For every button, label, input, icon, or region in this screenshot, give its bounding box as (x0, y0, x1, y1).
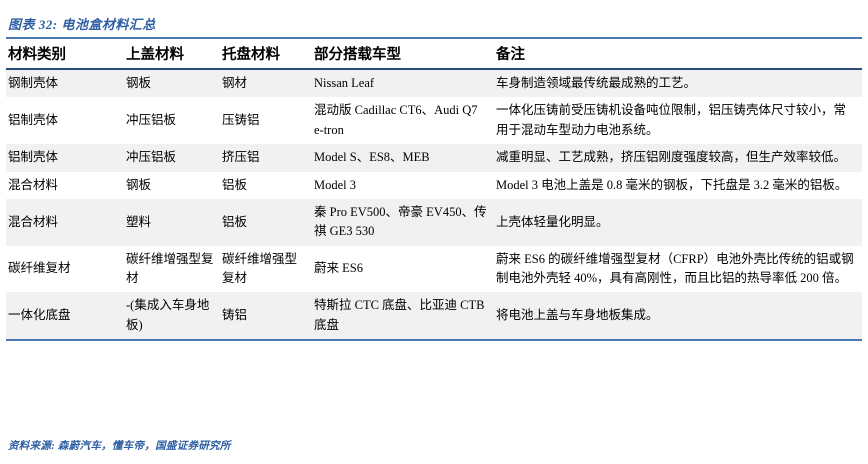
cell-tray: 铝板 (222, 214, 248, 229)
cell-models: Model 3 (314, 177, 357, 192)
exhibit-title-text: 电池盒材料汇总 (61, 17, 156, 32)
cell-tray: 铝板 (222, 177, 248, 192)
cell-category: 铝制壳体 (8, 150, 59, 165)
table-header-row: 材料类别 上盖材料 托盘材料 部分搭载车型 备注 (6, 39, 862, 69)
cell-note: 将电池上盖与车身地板集成。 (496, 308, 659, 323)
cell-models: Nissan Leaf (314, 76, 375, 90)
cell-note: Model 3 电池上盖是 0.8 毫米的钢板，下托盘是 3.2 毫米的铝板。 (496, 177, 848, 192)
source-note: 资料来源: 森蔚汽车，懂车帝，国盛证券研究所 (8, 441, 231, 452)
cell-lid: 钢板 (126, 177, 152, 192)
cell-tray: 钢材 (222, 76, 248, 90)
cell-tray: 挤压铝 (222, 150, 260, 165)
table-row: 铝制壳体 冲压铝板 压铸铝 混动版 Cadillac CT6、Audi Q7 e… (6, 97, 862, 145)
table-row: 一体化底盘 -(集成入车身地板) 铸铝 特斯拉 CTC 底盘、比亚迪 CTB 底… (6, 292, 862, 340)
table-row: 混合材料 塑料 铝板 秦 Pro EV500、帝豪 EV450、传祺 GE3 5… (6, 198, 862, 246)
exhibit-title: 图表 32: 电池盒材料汇总 (8, 14, 156, 33)
cell-category: 一体化底盘 (8, 308, 71, 323)
cell-models: 混动版 Cadillac CT6、Audi Q7 e-tron (314, 103, 478, 137)
cell-lid: 冲压铝板 (126, 113, 177, 128)
cell-tray: 铸铝 (222, 308, 248, 323)
cell-category: 钢制壳体 (8, 76, 59, 90)
cell-tray: 压铸铝 (222, 113, 260, 128)
cell-models: 蔚来 ES6 (314, 261, 363, 276)
cell-models: Model S、ES8、MEB (314, 150, 430, 165)
cell-note: 上壳体轻量化明显。 (496, 214, 609, 229)
cell-models: 秦 Pro EV500、帝豪 EV450、传祺 GE3 530 (314, 204, 487, 239)
cell-lid: -(集成入车身地板) (126, 298, 210, 332)
column-header-note: 备注 (496, 47, 525, 63)
cell-lid: 冲压铝板 (126, 150, 177, 165)
battery-pack-material-table: 材料类别 上盖材料 托盘材料 部分搭载车型 备注 钢制壳体 钢板 钢材 Niss… (6, 37, 862, 342)
cell-note: 蔚来 ES6 的碳纤维增强型复材（CFRP）电池外壳比传统的铝或钢制电池外壳轻 … (496, 251, 854, 285)
cell-note: 一体化压铸前受压铸机设备吨位限制，铝压铸壳体尺寸较小，常用于混动车型动力电池系统… (496, 103, 847, 137)
table-row: 铝制壳体 冲压铝板 挤压铝 Model S、ES8、MEB 减重明显、工艺成熟，… (6, 144, 862, 172)
cell-tray: 碳纤维增强型复材 (222, 251, 298, 285)
cell-category: 混合材料 (8, 214, 59, 229)
column-header-tray: 托盘材料 (222, 47, 280, 63)
column-header-models: 部分搭载车型 (314, 47, 401, 63)
table-row: 碳纤维复材 碳纤维增强型复材 碳纤维增强型复材 蔚来 ES6 蔚来 ES6 的碳… (6, 245, 862, 293)
column-header-category: 材料类别 (8, 47, 66, 63)
table-row: 混合材料 钢板 铝板 Model 3 Model 3 电池上盖是 0.8 毫米的… (6, 171, 862, 199)
cell-lid: 钢板 (126, 76, 152, 90)
cell-lid: 塑料 (126, 214, 152, 229)
cell-models: 特斯拉 CTC 底盘、比亚迪 CTB 底盘 (314, 298, 485, 332)
cell-note: 车身制造领域最传统最成熟的工艺。 (496, 76, 697, 90)
cell-category: 混合材料 (8, 177, 59, 192)
cell-note: 减重明显、工艺成熟，挤压铝刚度强度较高，但生产效率较低。 (496, 150, 847, 165)
cell-category: 碳纤维复材 (8, 261, 71, 276)
cell-lid: 碳纤维增强型复材 (126, 251, 214, 285)
column-header-lid: 上盖材料 (126, 47, 184, 63)
cell-category: 铝制壳体 (8, 113, 59, 128)
exhibit-number: 图表 32: (8, 17, 58, 32)
table-row: 钢制壳体 钢板 钢材 Nissan Leaf 车身制造领域最传统最成熟的工艺。 (6, 69, 862, 98)
